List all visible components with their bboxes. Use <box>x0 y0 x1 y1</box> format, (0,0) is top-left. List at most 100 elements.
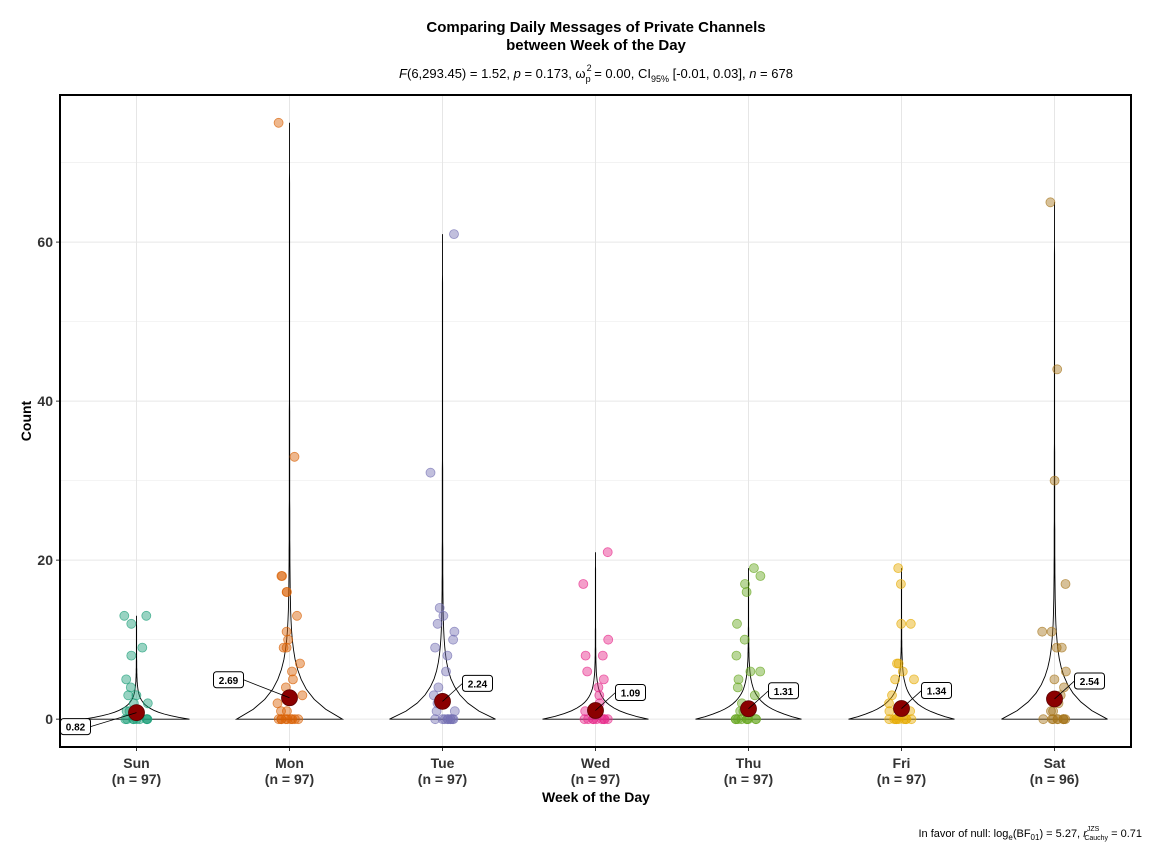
data-point <box>594 690 605 701</box>
mean-label-box <box>921 682 952 700</box>
x-tick-label: Fri <box>893 755 911 771</box>
data-point <box>449 229 459 240</box>
data-point <box>281 706 292 717</box>
data-point <box>732 618 742 629</box>
data-point <box>602 547 613 558</box>
chart-title-line1: Comparing Daily Messages of Private Chan… <box>426 19 765 36</box>
x-axis-title: Week of the Day <box>542 789 650 805</box>
data-point <box>131 690 142 701</box>
data-point <box>578 579 589 589</box>
data-point <box>1049 674 1060 685</box>
data-point <box>1047 714 1057 725</box>
mean-label-leader <box>748 690 769 710</box>
data-point <box>432 618 443 629</box>
data-point <box>295 658 305 669</box>
data-point <box>442 650 453 661</box>
data-point <box>141 610 152 621</box>
data-point <box>739 634 750 645</box>
data-point <box>887 690 897 701</box>
x-tick-label: Sun <box>123 755 149 771</box>
mean-label: 1.31 <box>774 687 794 698</box>
data-point <box>449 626 460 637</box>
data-point <box>884 714 895 725</box>
data-point <box>597 650 608 661</box>
plot-panel-border <box>59 94 1132 748</box>
chart-caption: In favor of null: loge(BF01) = 5.27, rJZ… <box>918 826 1142 842</box>
data-point <box>281 626 292 637</box>
data-point <box>1056 642 1067 653</box>
data-point <box>603 634 614 645</box>
data-point <box>142 714 152 725</box>
data-points <box>119 117 1071 725</box>
chart-subtitle: F(6,293.45) = 1.52, p = 0.173, ω2 p = 0.0… <box>399 63 793 84</box>
data-point <box>751 714 761 725</box>
data-point <box>448 634 459 645</box>
chart-title-line2: between Week of the Day <box>506 37 686 54</box>
mean-label-leader <box>1054 680 1075 700</box>
mean-markers: 0.82 2.69 2.24 1.09 1.31 1.34 2.54 <box>60 671 1105 736</box>
data-point <box>892 658 902 669</box>
data-point <box>126 618 137 629</box>
x-axis: Sun(n = 97)Mon(n = 97)Tue(n = 97)Wed(n =… <box>112 747 1079 787</box>
data-point <box>289 714 300 725</box>
y-tick-label: 0 <box>45 711 53 727</box>
data-point <box>593 682 604 693</box>
data-point <box>272 698 283 709</box>
mean-label: 1.34 <box>927 687 947 698</box>
violin-wed <box>542 552 649 720</box>
data-point <box>1051 642 1062 653</box>
data-point <box>276 571 287 581</box>
data-point <box>741 587 752 597</box>
x-tick-n-label: (n = 97) <box>112 771 161 787</box>
data-point <box>1037 626 1048 637</box>
data-point <box>287 714 298 725</box>
x-tick-n-label: (n = 97) <box>724 771 773 787</box>
data-point <box>438 610 449 621</box>
data-point <box>283 634 294 645</box>
data-point <box>137 642 148 653</box>
y-tick-label: 20 <box>37 552 53 568</box>
data-point <box>897 666 908 677</box>
x-tick-label: Wed <box>581 755 610 771</box>
data-point <box>281 642 292 653</box>
data-point <box>1052 364 1063 375</box>
data-point <box>445 714 456 725</box>
x-tick-label: Tue <box>431 755 455 771</box>
violin-shapes <box>83 122 1108 720</box>
data-point <box>755 571 766 581</box>
x-tick-n-label: (n = 97) <box>265 771 314 787</box>
x-tick-label: Thu <box>736 755 762 771</box>
data-point <box>281 587 292 597</box>
data-point <box>896 579 906 589</box>
x-tick-label: Sat <box>1044 755 1066 771</box>
y-tick-label: 40 <box>37 393 53 409</box>
data-point <box>905 618 916 629</box>
data-point <box>599 714 610 725</box>
mean-label: 2.69 <box>219 676 239 687</box>
data-point <box>579 714 590 725</box>
data-point <box>1049 475 1060 486</box>
data-point <box>909 674 919 685</box>
mean-label-box <box>615 684 646 702</box>
mean-label: 1.09 <box>621 689 641 700</box>
data-point <box>580 650 591 661</box>
data-point <box>896 618 907 629</box>
x-tick-n-label: (n = 97) <box>877 771 926 787</box>
y-axis-title: Count <box>18 400 34 441</box>
mean-label-leader <box>243 679 290 699</box>
data-point <box>430 714 441 725</box>
data-point <box>1048 706 1058 717</box>
data-point <box>1060 579 1071 589</box>
data-point <box>598 674 609 685</box>
mean-label-box <box>768 682 799 700</box>
x-tick-label: Mon <box>275 755 304 771</box>
violin-fri <box>848 568 955 720</box>
mean-label-leader <box>442 683 463 702</box>
mean-label: 2.54 <box>1080 677 1100 688</box>
data-point <box>1038 714 1049 725</box>
data-point <box>273 714 284 725</box>
data-point <box>430 642 441 653</box>
data-point <box>1058 714 1069 725</box>
data-point <box>425 467 436 478</box>
